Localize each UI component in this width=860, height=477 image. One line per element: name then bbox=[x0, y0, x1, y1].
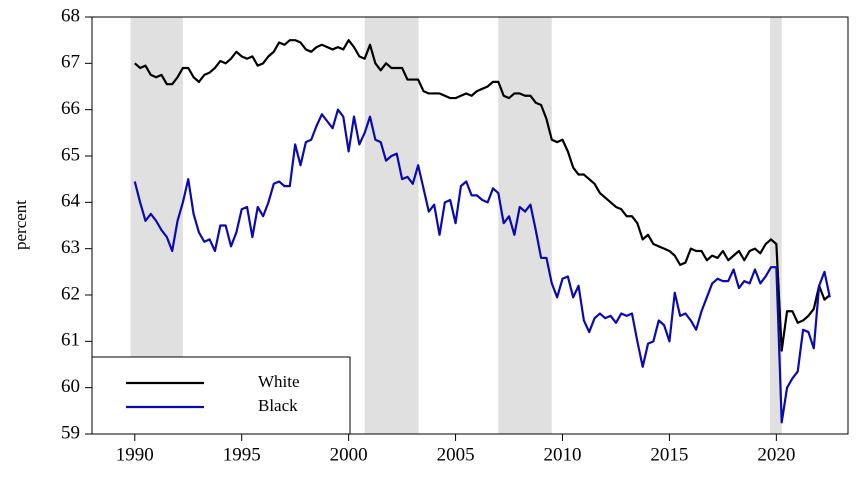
legend-label: White bbox=[258, 372, 300, 391]
y-tick-label: 65 bbox=[61, 144, 80, 165]
y-tick-label: 64 bbox=[61, 191, 81, 212]
y-tick-label: 68 bbox=[61, 5, 80, 26]
y-tick-label: 60 bbox=[61, 376, 80, 397]
x-tick-label: 2020 bbox=[757, 444, 795, 465]
recession-shade bbox=[769, 17, 782, 434]
x-tick-label: 2005 bbox=[437, 444, 475, 465]
recession-shade bbox=[498, 17, 552, 434]
x-tick-label: 2015 bbox=[650, 444, 688, 465]
y-tick-label: 61 bbox=[61, 330, 80, 351]
y-axis-label: percent bbox=[11, 200, 30, 250]
y-tick-label: 62 bbox=[61, 283, 80, 304]
recession-shade bbox=[364, 17, 419, 434]
legend-label: Black bbox=[258, 396, 298, 415]
plot-frame bbox=[91, 16, 849, 435]
x-tick-label: 1990 bbox=[116, 444, 154, 465]
legend: White Black bbox=[91, 356, 351, 435]
x-tick-label: 2000 bbox=[330, 444, 368, 465]
x-tick-label: 2010 bbox=[543, 444, 581, 465]
legend-box bbox=[91, 356, 351, 435]
series-line bbox=[133, 108, 831, 424]
series-line bbox=[134, 39, 831, 352]
y-tick-label: 59 bbox=[61, 422, 80, 443]
y-tick-label: 63 bbox=[61, 237, 80, 258]
y-tick-label: 66 bbox=[61, 98, 80, 119]
x-tick-label: 1995 bbox=[223, 444, 261, 465]
y-tick-label: 67 bbox=[61, 52, 80, 73]
